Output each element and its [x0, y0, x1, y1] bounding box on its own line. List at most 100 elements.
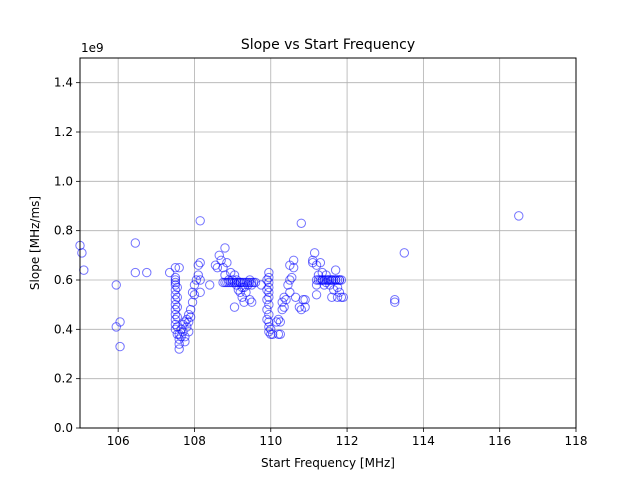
data-point	[279, 292, 289, 302]
data-point	[264, 267, 274, 278]
data-point	[216, 255, 226, 265]
y-tick-label: 1.4	[54, 76, 73, 90]
data-point	[182, 322, 192, 332]
data-point	[390, 295, 400, 305]
grid-lines	[80, 58, 577, 429]
data-point	[174, 262, 184, 273]
data-point	[264, 282, 274, 293]
data-point	[275, 329, 286, 339]
data-point	[191, 275, 202, 285]
data-point	[288, 262, 299, 273]
data-point	[287, 272, 297, 283]
data-point	[275, 317, 286, 327]
data-point	[264, 322, 274, 332]
data-point	[184, 309, 194, 320]
data-point	[130, 238, 141, 248]
data-point	[111, 280, 121, 290]
data-point	[267, 329, 278, 339]
data-point	[288, 255, 299, 265]
x-tick-label: 118	[565, 434, 588, 448]
data-point	[174, 339, 184, 349]
data-point	[174, 344, 184, 354]
data-point	[170, 285, 181, 295]
data-point	[170, 314, 181, 325]
data-point	[273, 314, 284, 325]
data-point	[170, 280, 181, 290]
y-tick-label: 0.6	[54, 273, 73, 287]
data-point	[170, 309, 181, 320]
data-point	[332, 282, 343, 293]
data-points	[75, 211, 524, 354]
data-point	[115, 341, 125, 352]
data-point	[309, 248, 320, 258]
y-tick-label: 1.0	[54, 174, 73, 188]
data-point	[187, 287, 198, 298]
data-point	[170, 290, 181, 300]
y-axis-offset-label: 1e9	[81, 41, 104, 55]
data-point	[174, 334, 184, 344]
data-point	[262, 275, 272, 285]
data-point	[193, 260, 203, 270]
data-point	[229, 270, 240, 280]
data-point	[195, 258, 205, 268]
data-point	[220, 243, 230, 253]
y-tick-label: 0.2	[54, 372, 73, 386]
x-tick-label: 112	[336, 434, 359, 448]
data-point	[185, 312, 196, 322]
data-point	[172, 302, 182, 312]
data-point	[264, 277, 274, 288]
data-point	[330, 265, 341, 275]
data-point	[115, 317, 125, 327]
x-tick-label: 114	[412, 434, 435, 448]
data-point	[170, 295, 181, 305]
data-point	[262, 285, 272, 295]
data-point	[277, 304, 287, 315]
data-point	[195, 216, 205, 226]
data-point	[172, 282, 182, 293]
data-point	[264, 317, 274, 327]
data-point	[172, 312, 182, 322]
data-point	[264, 299, 274, 310]
y-axis-ticks: 0.0 0.2 0.4 0.6 0.8 1.0 1.2 1.4	[54, 76, 80, 435]
data-point	[170, 319, 181, 330]
data-point	[180, 336, 190, 347]
data-point	[180, 317, 190, 327]
data-point	[283, 280, 293, 290]
data-point	[300, 302, 310, 312]
data-point	[170, 277, 181, 288]
data-point	[193, 270, 203, 280]
data-point	[390, 297, 400, 307]
data-point	[262, 304, 272, 315]
data-point	[130, 267, 141, 278]
data-point	[185, 304, 196, 315]
data-point	[264, 272, 274, 283]
chart-title: Slope vs Start Frequency	[241, 37, 415, 53]
data-point	[281, 295, 291, 305]
data-point	[264, 287, 274, 298]
data-point	[195, 287, 205, 298]
y-tick-label: 0.0	[54, 421, 73, 435]
data-point	[164, 267, 175, 278]
data-point	[399, 248, 410, 258]
data-point	[241, 287, 251, 298]
x-tick-label: 108	[183, 434, 206, 448]
y-tick-label: 0.8	[54, 224, 73, 238]
data-point	[170, 275, 181, 285]
y-tick-label: 1.2	[54, 125, 73, 139]
x-axis-ticks: 106 108 110 112 114 116 118	[107, 428, 588, 448]
data-point	[262, 295, 272, 305]
data-point	[184, 327, 194, 337]
data-point	[170, 262, 181, 273]
data-point	[189, 290, 200, 300]
data-point	[300, 295, 310, 305]
data-point	[271, 317, 282, 327]
data-point	[246, 297, 257, 307]
x-axis-label: Start Frequency [MHz]	[261, 456, 395, 470]
data-point	[170, 304, 181, 315]
data-point	[172, 292, 182, 302]
data-point	[205, 280, 215, 290]
data-point	[184, 317, 194, 327]
y-axis-label: Slope [MHz/ms]	[28, 196, 42, 290]
data-point	[336, 275, 347, 285]
